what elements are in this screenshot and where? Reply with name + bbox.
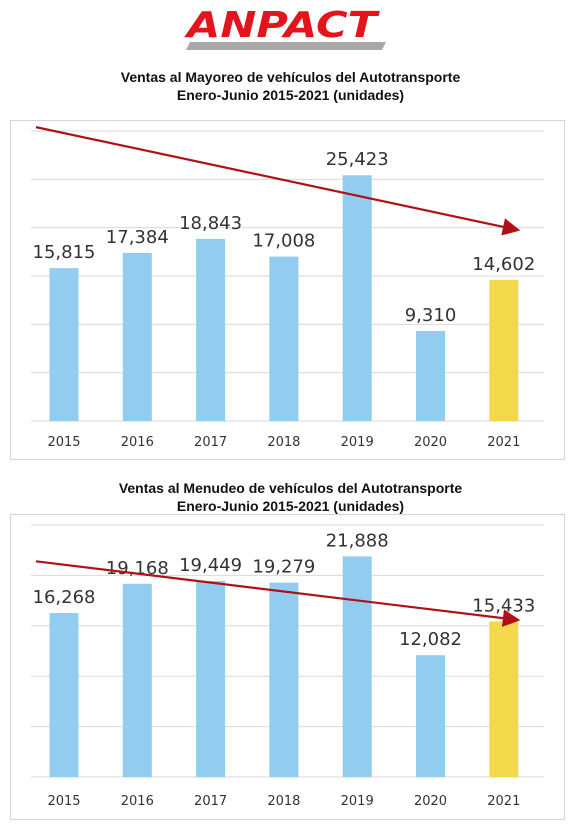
chart1-title-line2: Enero-Junio 2015-2021 (unidades)	[176, 87, 405, 103]
x-tick-label-2018: 2018	[267, 435, 300, 450]
data-label-2017: 19,449	[179, 555, 242, 576]
bar-2019	[342, 175, 372, 421]
bar-2020	[416, 331, 445, 421]
bar-2015	[49, 613, 79, 777]
x-tick-label-2015: 2015	[47, 435, 80, 450]
x-tick-label-2019: 2019	[341, 435, 374, 450]
bar-2018	[269, 582, 299, 777]
bar-2016	[122, 252, 152, 421]
bar-2015	[49, 268, 79, 421]
bar-2018	[269, 256, 299, 421]
data-label-2021: 14,602	[472, 254, 535, 275]
data-label-2016: 17,384	[106, 227, 169, 248]
x-tick-label-2018: 2018	[267, 794, 300, 809]
chart1-title-line1: Ventas al Mayoreo de vehículos del Autot…	[120, 69, 461, 85]
bar-2020	[416, 655, 445, 777]
logo-text: ANPACT	[183, 5, 379, 46]
data-label-2018: 19,279	[252, 557, 315, 578]
x-tick-label-2019: 2019	[341, 794, 374, 809]
chart1-panel: 15,815 2015 17,384 2016 18,843 2017 17,008 2018…	[10, 120, 565, 460]
x-tick-label-2016: 2016	[121, 794, 154, 809]
x-tick-label-2020: 2020	[414, 794, 447, 809]
chart2-panel: 16,268 2015 19,168 2016 19,449 2017 19,279 2018…	[10, 514, 565, 820]
data-label-2015: 16,268	[33, 587, 96, 608]
chart2-title-line2: Enero-Junio 2015-2021 (unidades)	[176, 498, 405, 514]
trend-arrow	[35, 126, 521, 236]
data-label-2020: 12,082	[399, 629, 462, 650]
data-label-2020: 9,310	[405, 305, 457, 326]
chart2-title: Ventas al Menudeo de vehículos del Autot…	[0, 479, 581, 515]
x-tick-label-2015: 2015	[47, 794, 80, 809]
data-label-2018: 17,008	[252, 231, 315, 252]
x-tick-label-2016: 2016	[121, 435, 154, 450]
data-label-2017: 18,843	[179, 213, 242, 234]
x-tick-label-2020: 2020	[414, 435, 447, 450]
x-tick-label-2017: 2017	[194, 435, 227, 450]
data-label-2019: 25,423	[326, 149, 389, 170]
anpact-logo: ANPACT	[183, 5, 386, 50]
chart2-title-line1: Ventas al Menudeo de vehículos del Autot…	[118, 480, 463, 496]
bar-2017	[196, 580, 226, 777]
chart1-title: Ventas al Mayoreo de vehículos del Autot…	[0, 68, 581, 104]
x-tick-label-2021: 2021	[487, 794, 520, 809]
x-tick-label-2021: 2021	[487, 435, 520, 450]
x-tick-label-2017: 2017	[194, 794, 227, 809]
logo-stripe	[186, 42, 386, 50]
data-label-2015: 15,815	[33, 242, 96, 263]
trend-arrow	[35, 560, 521, 627]
bar-2016	[122, 583, 152, 777]
bar-2017	[196, 238, 226, 421]
bar-2021	[489, 621, 519, 777]
data-label-2021: 15,433	[472, 595, 535, 616]
chart1-svg: 15,815 2015 17,384 2016 18,843 2017 17,008 2018…	[31, 126, 544, 450]
data-label-2016: 19,168	[106, 558, 169, 579]
bar-2021	[489, 279, 519, 421]
data-label-2019: 21,888	[326, 530, 389, 551]
bar-2019	[342, 556, 372, 777]
chart2-svg: 16,268 2015 19,168 2016 19,449 2017 19,279 2018…	[31, 524, 544, 809]
